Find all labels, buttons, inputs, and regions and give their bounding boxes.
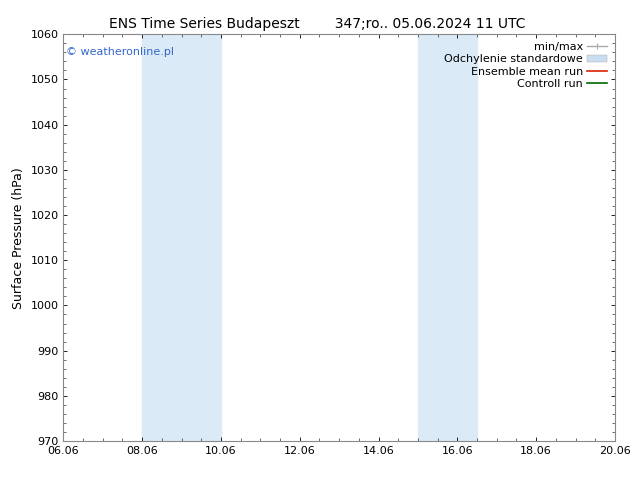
Y-axis label: Surface Pressure (hPa): Surface Pressure (hPa) (12, 167, 25, 309)
Bar (142, 34, 221, 441)
Text: ENS Time Series Budapeszt        347;ro.. 05.06.2024 11 UTC: ENS Time Series Budapeszt 347;ro.. 05.06… (109, 17, 525, 31)
Bar (418, 34, 477, 441)
Text: © weatheronline.pl: © weatheronline.pl (66, 47, 174, 56)
Legend: min/max, Odchylenie standardowe, Ensemble mean run, Controll run: min/max, Odchylenie standardowe, Ensembl… (442, 40, 609, 91)
